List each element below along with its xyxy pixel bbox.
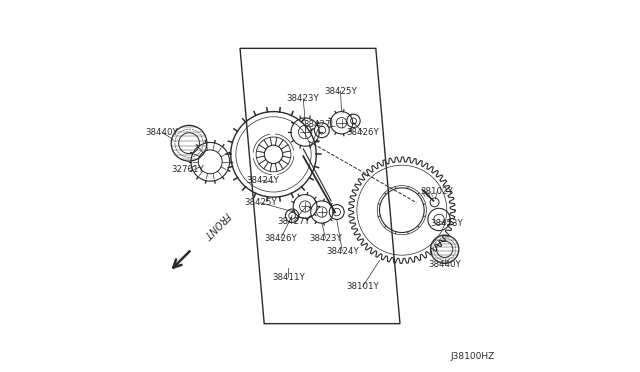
Text: 38425Y: 38425Y <box>324 87 357 96</box>
Text: 38424Y: 38424Y <box>326 247 358 256</box>
Text: 38453Y: 38453Y <box>430 219 463 228</box>
Text: FRONT: FRONT <box>201 209 232 240</box>
Text: 38424Y: 38424Y <box>246 176 278 185</box>
Text: 38423Y: 38423Y <box>287 94 319 103</box>
Text: 38423Y: 38423Y <box>309 234 342 243</box>
Text: 38426Y: 38426Y <box>264 234 298 243</box>
Text: 38426Y: 38426Y <box>346 128 379 137</box>
Text: J38100HZ: J38100HZ <box>451 352 495 361</box>
Text: 38440Y: 38440Y <box>428 260 461 269</box>
Text: 38427L: 38427L <box>304 120 336 129</box>
Text: 38101Y: 38101Y <box>346 282 379 291</box>
Text: 38425Y: 38425Y <box>244 198 277 207</box>
Text: 38427Y: 38427Y <box>278 217 310 226</box>
Text: 38102Y: 38102Y <box>421 187 454 196</box>
Text: 38440Y: 38440Y <box>145 128 179 137</box>
Text: 32701Y: 32701Y <box>172 165 204 174</box>
Text: 38411Y: 38411Y <box>272 273 305 282</box>
